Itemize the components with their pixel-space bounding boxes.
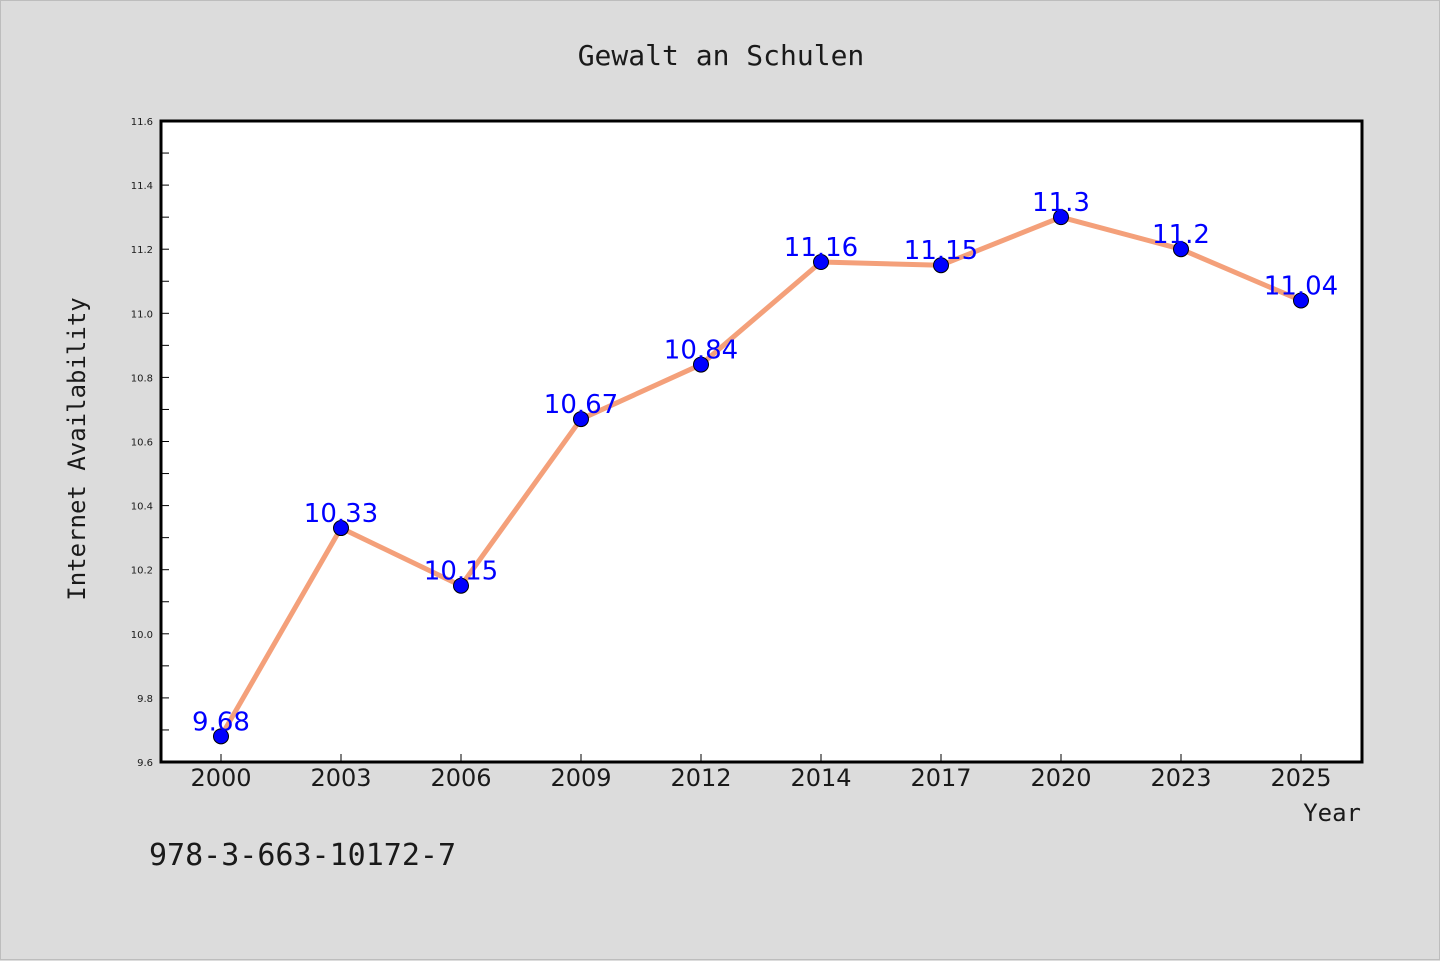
data-point <box>333 520 349 537</box>
y-tick-label: 11.2 <box>131 245 153 256</box>
y-tick-label: 10.2 <box>131 566 153 577</box>
data-label: 10.15 <box>424 557 498 587</box>
data-point <box>1053 209 1069 226</box>
x-tick-label: 2014 <box>790 764 851 792</box>
series-layer <box>213 209 1309 745</box>
data-label: 11.3 <box>1032 188 1090 218</box>
y-axis: 9.6 9.8 10.0 10.2 10.4 10.6 10.8 11.0 11.2 11.4 11… <box>131 117 169 769</box>
data-label: 9.68 <box>192 707 250 737</box>
x-tick-label: 2009 <box>550 764 611 792</box>
y-tick-label: 11.4 <box>131 181 153 192</box>
y-tick-label: 11.0 <box>131 309 153 320</box>
data-label: 10.67 <box>544 390 618 420</box>
data-label: 10.84 <box>664 336 738 366</box>
y-tick-label: 10.0 <box>131 630 153 641</box>
y-tick-label: 11.6 <box>131 117 153 128</box>
x-axis: 2000 2003 2006 2009 2012 2014 2017 2020 2023 2025 <box>190 754 1332 792</box>
plot-area <box>159 119 1364 764</box>
y-tick-label: 9.8 <box>137 694 153 705</box>
chart-title: Gewalt an Schulen <box>578 39 865 72</box>
data-point <box>213 728 229 745</box>
data-point <box>453 577 469 594</box>
data-label: 11.15 <box>904 236 978 266</box>
x-tick-label: 2020 <box>1030 764 1091 792</box>
data-point <box>1293 292 1309 309</box>
x-tick-label: 2023 <box>1150 764 1211 792</box>
data-point <box>1173 241 1189 258</box>
x-tick-label: 2006 <box>430 764 491 792</box>
y-axis-label: Internet Availability <box>63 297 91 600</box>
data-point <box>813 254 829 271</box>
x-tick-label: 2025 <box>1270 764 1331 792</box>
x-tick-label: 2017 <box>910 764 971 792</box>
data-point <box>693 356 709 373</box>
x-tick-label: 2003 <box>310 764 371 792</box>
y-tick-label: 9.6 <box>137 758 153 769</box>
series-line <box>218 214 1304 739</box>
data-point <box>573 411 589 428</box>
data-point <box>933 257 949 274</box>
isbn-text: 978-3-663-10172-7 <box>149 838 456 873</box>
x-tick-label: 2012 <box>670 764 731 792</box>
data-label: 11.04 <box>1264 271 1338 301</box>
data-label: 10.33 <box>304 499 378 529</box>
data-label-layer: 9.68 10.33 10.15 10.67 10.84 11.16 11.15 11.3 11… <box>192 188 1338 737</box>
x-axis-label: Year <box>1303 799 1361 827</box>
y-tick-label: 10.4 <box>131 502 153 513</box>
y-tick-label: 10.6 <box>131 438 153 449</box>
x-tick-label: 2000 <box>190 764 251 792</box>
data-label: 11.2 <box>1152 220 1210 250</box>
y-tick-label: 10.8 <box>131 373 153 384</box>
data-label: 11.16 <box>784 233 858 263</box>
